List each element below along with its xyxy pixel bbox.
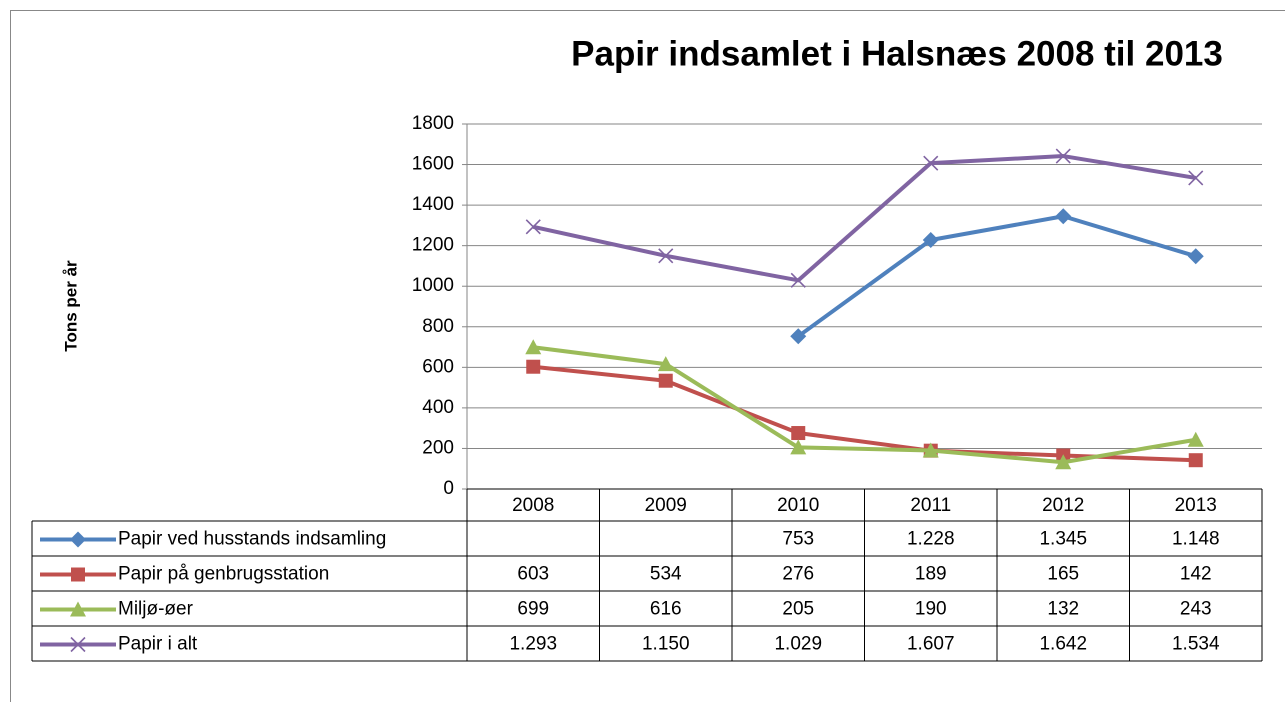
x-tick-label: 2010 — [777, 495, 819, 516]
table-value: 1.029 — [774, 634, 822, 655]
data-point — [790, 439, 807, 455]
data-point — [1188, 453, 1203, 468]
table-value: 603 — [517, 564, 549, 585]
data-point — [658, 248, 674, 264]
series-line — [797, 214, 1197, 338]
data-point — [1055, 454, 1072, 470]
x-tick-label: 2011 — [910, 495, 951, 516]
legend-marker — [70, 531, 86, 548]
y-tick-label: 1800 — [412, 113, 454, 134]
table-value: 132 — [1047, 599, 1079, 620]
data-point — [657, 356, 674, 372]
table-value: 243 — [1180, 599, 1212, 620]
chart-border — [10, 10, 1285, 702]
data-point — [790, 272, 806, 288]
data-point — [658, 373, 673, 388]
legend-marker — [70, 636, 86, 653]
table-value: 1.228 — [907, 529, 955, 550]
y-tick-label: 1000 — [412, 275, 454, 296]
chart-title: Papir indsamlet i Halsnæs 2008 til 2013 — [571, 34, 1223, 73]
table-value: 1.534 — [1172, 634, 1220, 655]
data-point — [1187, 248, 1204, 265]
data-point — [526, 359, 541, 374]
legend-marker — [71, 567, 85, 582]
data-point — [1187, 431, 1204, 447]
data-point — [1055, 148, 1071, 164]
legend-marker — [70, 601, 86, 617]
table-value: 189 — [915, 564, 947, 585]
table-value: 1.150 — [642, 634, 690, 655]
data-point — [922, 231, 939, 248]
table-value: 616 — [650, 599, 682, 620]
table-value: 753 — [782, 529, 814, 550]
series-line — [532, 345, 1197, 465]
x-tick-label: 2009 — [645, 495, 687, 516]
y-axis-label: Tons per år — [61, 260, 80, 352]
data-point — [790, 328, 807, 345]
y-tick-label: 1600 — [412, 154, 454, 175]
legend-label: Papir i alt — [118, 634, 198, 655]
table-value: 190 — [915, 599, 947, 620]
x-tick-label: 2008 — [512, 495, 554, 516]
y-tick-label: 0 — [443, 478, 454, 499]
table-value: 276 — [782, 564, 814, 585]
table-value: 1.345 — [1039, 529, 1087, 550]
table-value: 205 — [782, 599, 814, 620]
x-tick-label: 2012 — [1042, 495, 1084, 516]
legend-label: Papir ved husstands indsamling — [118, 529, 386, 550]
table-value: 142 — [1180, 564, 1212, 585]
y-tick-label: 1400 — [412, 194, 454, 215]
y-tick-label: 1200 — [412, 235, 454, 256]
table-value: 165 — [1047, 564, 1079, 585]
table-value: 1.293 — [509, 634, 557, 655]
table-value: 1.642 — [1039, 634, 1087, 655]
data-point — [923, 155, 939, 171]
y-tick-label: 200 — [422, 437, 454, 458]
series-line — [532, 154, 1197, 283]
table-value: 1.148 — [1172, 529, 1220, 550]
table-value: 699 — [517, 599, 549, 620]
x-tick-label: 2013 — [1175, 495, 1217, 516]
y-tick-label: 600 — [422, 356, 454, 377]
data-point — [525, 339, 542, 355]
data-point — [1188, 170, 1204, 186]
data-point — [525, 219, 541, 235]
table-value: 1.607 — [907, 634, 955, 655]
series-line — [533, 364, 1196, 463]
data-point — [791, 426, 806, 441]
legend-label: Miljø-øer — [118, 599, 194, 620]
data-point — [922, 442, 939, 458]
y-tick-label: 800 — [422, 316, 454, 337]
data-point — [1055, 208, 1072, 225]
legend-label: Papir på genbrugsstation — [118, 564, 329, 585]
table-value: 534 — [650, 564, 682, 585]
y-tick-label: 400 — [422, 397, 454, 418]
